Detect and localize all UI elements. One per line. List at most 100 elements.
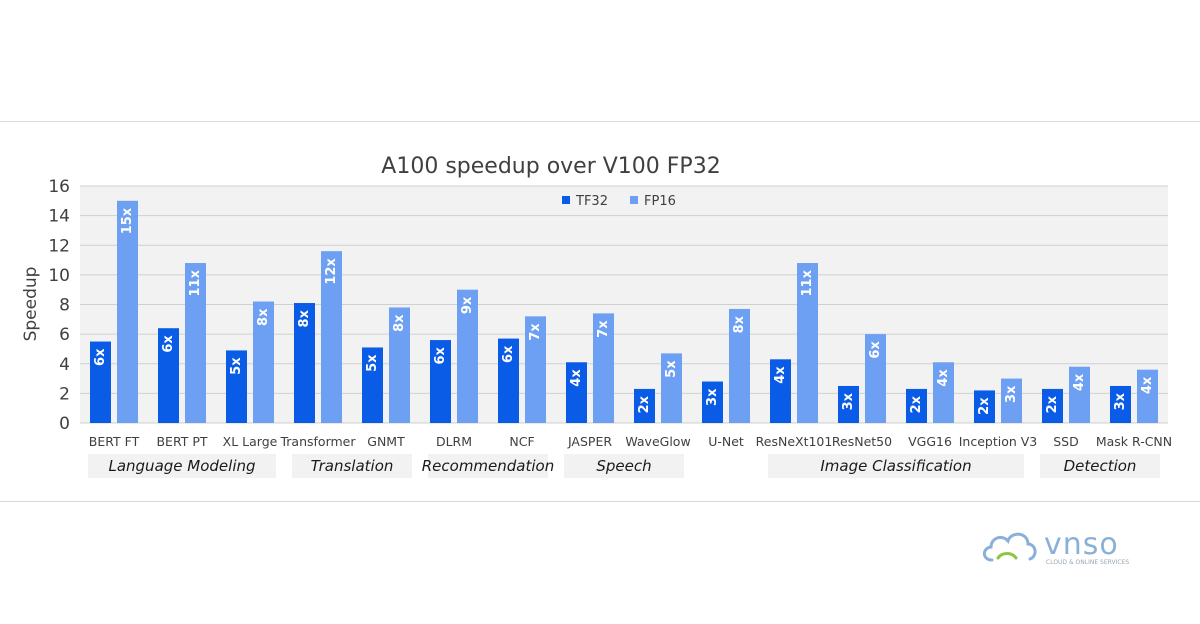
x-tick-label: BERT FT	[89, 434, 140, 449]
x-tick-label: ResNet50	[832, 434, 892, 449]
bar-tf32	[770, 359, 791, 423]
x-tick-label: JASPER	[567, 434, 612, 449]
bar-data-label: 4x	[936, 369, 951, 387]
bar-data-label: 3x	[841, 392, 856, 410]
bar-data-label: 4x	[1140, 376, 1155, 394]
x-tick-label: VGG16	[908, 434, 952, 449]
bar-data-label: 2x	[637, 395, 652, 413]
bar-tf32	[430, 340, 451, 423]
y-tick-label: 16	[48, 177, 70, 197]
bottom-divider	[0, 501, 1200, 502]
x-tick-label: DLRM	[436, 434, 472, 449]
legend-label-fp16: FP16	[644, 194, 676, 209]
bar-tf32	[362, 347, 383, 423]
cloud-icon	[982, 532, 1037, 562]
bar-data-label: 8x	[297, 309, 312, 327]
bar-fp16	[389, 307, 410, 423]
legend-swatch-fp16	[630, 196, 638, 204]
category-group-band	[1040, 454, 1160, 478]
x-tick-label: Transformer	[279, 434, 356, 449]
bar-data-label: 6x	[501, 345, 516, 363]
x-tick-label: BERT PT	[156, 434, 207, 449]
bar-fp16	[1001, 378, 1022, 423]
bar-data-label: 8x	[392, 314, 407, 332]
bar-fp16	[117, 200, 138, 423]
category-group-label: Image Classification	[820, 457, 971, 475]
top-divider	[0, 121, 1200, 122]
speedup-bar-chart: A100 speedup over V100 FP32 Speedup 0 2 4 6…	[21, 154, 1172, 478]
bar-tf32	[838, 385, 859, 423]
category-group-band	[292, 454, 412, 478]
x-tick-label: XL Large	[223, 434, 278, 449]
x-tick-label: Inception V3	[959, 434, 1038, 449]
bar-data-label: 11x	[800, 269, 815, 296]
y-axis-label: Speedup	[21, 267, 41, 342]
bar-data-label: 2x	[977, 397, 992, 415]
x-tick-label: GNMT	[367, 434, 405, 449]
bar-fp16	[185, 263, 206, 423]
category-group-label: Translation	[311, 457, 394, 475]
x-tick-label: U-Net	[708, 434, 744, 449]
bar-data-label: 3x	[1113, 392, 1128, 410]
category-group-band	[768, 454, 1024, 478]
bar-data-label: 5x	[664, 360, 679, 378]
bar-data-label: 4x	[569, 369, 584, 387]
bar-fp16	[457, 289, 478, 423]
bar-data-label: 11x	[188, 269, 203, 296]
y-tick-label: 2	[59, 384, 70, 404]
category-group-label: Language Modeling	[108, 457, 255, 475]
bar-fp16	[1137, 369, 1158, 423]
bar-tf32	[226, 350, 247, 423]
bar-fp16	[1069, 366, 1090, 423]
logo-name: vnso	[1044, 527, 1119, 562]
category-group-label: Detection	[1064, 457, 1137, 475]
bar-tf32	[702, 381, 723, 423]
y-tick-label: 8	[59, 296, 70, 316]
y-tick-label: 10	[48, 266, 70, 286]
x-tick-label: WaveGlow	[625, 434, 690, 449]
x-tick-label: Mask R-CNN	[1096, 434, 1172, 449]
bar-fp16	[593, 313, 614, 423]
bar-tf32	[906, 388, 927, 423]
bar-fp16	[661, 353, 682, 423]
category-group-band	[564, 454, 684, 478]
bar-data-label: 7x	[528, 323, 543, 341]
category-group-band	[88, 454, 276, 478]
bar-tf32	[294, 303, 315, 423]
x-tick-label: ResNeXt101	[756, 434, 833, 449]
bar-data-label: 6x	[433, 346, 448, 364]
logo-tagline: CLOUD & ONLINE SERVICES	[1046, 559, 1129, 566]
bar-fp16	[729, 308, 750, 423]
bar-tf32	[974, 390, 995, 423]
bar-fp16	[321, 251, 342, 423]
bar-tf32	[566, 362, 587, 423]
category-group-band	[428, 454, 548, 478]
category-group-label: Recommendation	[422, 457, 554, 475]
legend-swatch-tf32	[562, 196, 570, 204]
y-tick-label: 14	[48, 207, 70, 227]
bar-data-label: 5x	[229, 357, 244, 375]
bar-tf32	[158, 328, 179, 423]
x-tick-label: NCF	[509, 434, 534, 449]
bar-data-label: 6x	[868, 341, 883, 359]
y-tick-label: 4	[59, 355, 70, 375]
bar-data-label: 6x	[93, 348, 108, 366]
vnso-logo: vnso CLOUD & ONLINE SERVICES	[982, 527, 1129, 566]
bar-data-label: 4x	[773, 366, 788, 384]
bar-tf32	[634, 388, 655, 423]
bar-tf32	[498, 338, 519, 423]
bar-fp16	[253, 301, 274, 423]
x-tick-label: SSD	[1053, 434, 1079, 449]
bar-data-label: 2x	[909, 395, 924, 413]
bar-fp16	[933, 362, 954, 423]
bar-data-label: 9x	[460, 296, 475, 314]
bar-data-label: 8x	[732, 315, 747, 333]
bar-data-label: 7x	[596, 320, 611, 338]
bar-fp16	[525, 316, 546, 423]
bar-data-label: 3x	[705, 388, 720, 406]
bar-data-label: 8x	[256, 308, 271, 326]
bar-data-label: 3x	[1004, 385, 1019, 403]
bar-data-label: 15x	[120, 207, 135, 234]
bar-data-label: 5x	[365, 354, 380, 372]
bar-data-label: 6x	[161, 335, 176, 353]
